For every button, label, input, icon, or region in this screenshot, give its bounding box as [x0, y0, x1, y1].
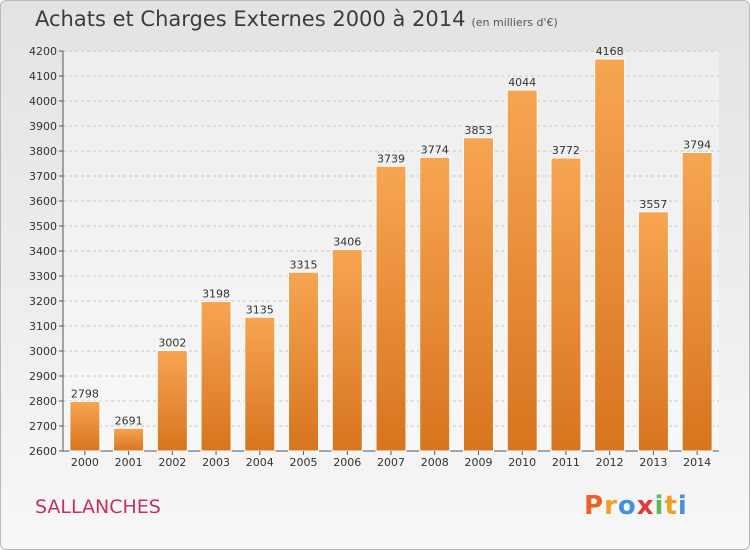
y-tick-label: 4000 — [29, 95, 57, 108]
x-tick-label-2014: 2014 — [683, 456, 711, 469]
y-tick-label: 2800 — [29, 395, 57, 408]
bar-2012 — [594, 58, 626, 452]
chart-subtitle: (en milliers d'€) — [471, 16, 558, 29]
x-tick-label-2004: 2004 — [246, 456, 274, 469]
y-tick-label: 3900 — [29, 120, 57, 133]
y-tick-label: 3800 — [29, 145, 57, 158]
value-label-2014: 3794 — [683, 139, 711, 152]
x-tick-label-2013: 2013 — [639, 456, 667, 469]
logo-letter: i — [677, 491, 688, 521]
bar-2001 — [113, 427, 145, 452]
x-tick-label-2007: 2007 — [377, 456, 405, 469]
y-tick-label: 3700 — [29, 170, 57, 183]
x-tick-label-2002: 2002 — [158, 456, 186, 469]
bar-2004 — [244, 316, 276, 452]
x-tick-label-2008: 2008 — [421, 456, 449, 469]
bar-2014 — [681, 152, 713, 452]
y-tick-label: 3300 — [29, 270, 57, 283]
logo-letter: x — [636, 491, 655, 521]
value-label-2011: 3772 — [552, 144, 580, 157]
bar-2010 — [506, 89, 538, 452]
logo-letter: r — [604, 491, 618, 521]
value-label-2006: 3406 — [333, 236, 361, 249]
y-tick-label: 3500 — [29, 220, 57, 233]
x-tick-label-2010: 2010 — [508, 456, 536, 469]
x-tick-label-2000: 2000 — [71, 456, 99, 469]
x-tick-label-2011: 2011 — [552, 456, 580, 469]
bar-2000 — [69, 401, 101, 452]
chart-title-text: Achats et Charges Externes 2000 à 2014 — [35, 7, 466, 31]
bar-2008 — [419, 157, 451, 452]
bar-2003 — [200, 301, 232, 452]
commune-name: SALLANCHES — [35, 496, 161, 518]
value-label-2007: 3739 — [377, 152, 405, 165]
logo-letter: o — [617, 491, 637, 521]
bar-2009 — [462, 137, 494, 452]
bar-2006 — [331, 249, 363, 452]
y-tick-label: 4100 — [29, 70, 57, 83]
x-tick-label-2001: 2001 — [115, 456, 143, 469]
y-tick-label: 3200 — [29, 295, 57, 308]
value-label-2012: 4168 — [596, 45, 624, 58]
value-label-2000: 2798 — [71, 388, 99, 401]
bar-2011 — [550, 157, 582, 452]
logo-letter: P — [584, 491, 605, 521]
value-label-2005: 3315 — [290, 258, 318, 271]
logo-letter: i — [654, 491, 665, 521]
bar-2002 — [156, 350, 188, 452]
x-tick-label-2009: 2009 — [464, 456, 492, 469]
y-tick-label: 2600 — [29, 445, 57, 458]
value-label-2002: 3002 — [158, 337, 186, 350]
bar-2013 — [637, 211, 669, 452]
y-tick-label: 2900 — [29, 370, 57, 383]
bar-2007 — [375, 165, 407, 452]
bar-2005 — [288, 271, 320, 452]
proxiti-logo: Proxiti — [584, 491, 688, 521]
chart-title: Achats et Charges Externes 2000 à 2014 (e… — [35, 7, 558, 31]
value-label-2003: 3198 — [202, 288, 230, 301]
x-tick-label-2006: 2006 — [333, 456, 361, 469]
value-label-2009: 3853 — [464, 124, 492, 137]
value-label-2008: 3774 — [421, 144, 449, 157]
y-tick-label: 3400 — [29, 245, 57, 258]
x-tick-label-2005: 2005 — [290, 456, 318, 469]
y-tick-label: 3000 — [29, 345, 57, 358]
y-tick-label: 4200 — [29, 45, 57, 58]
value-label-2004: 3135 — [246, 303, 274, 316]
logo-letter: t — [664, 491, 678, 521]
value-label-2013: 3557 — [639, 198, 667, 211]
y-tick-label: 3100 — [29, 320, 57, 333]
value-label-2010: 4044 — [508, 76, 536, 89]
value-label-2001: 2691 — [115, 414, 143, 427]
y-tick-label: 3600 — [29, 195, 57, 208]
y-tick-label: 2700 — [29, 420, 57, 433]
x-tick-label-2012: 2012 — [596, 456, 624, 469]
x-tick-label-2003: 2003 — [202, 456, 230, 469]
